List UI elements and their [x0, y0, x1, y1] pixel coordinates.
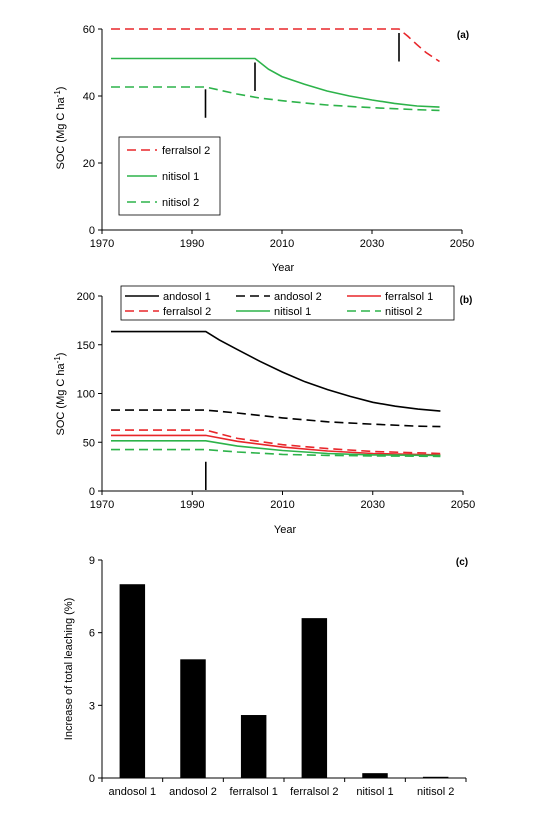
legend: ferralsol 2 nitisol 1 nitisol 2 — [118, 136, 221, 216]
legend-label: ferralsol 2 — [163, 306, 211, 318]
y-tick-label: 20 — [83, 158, 95, 170]
y-tick-label: 6 — [89, 628, 95, 640]
y-tick-label: 100 — [77, 389, 95, 401]
bar-andosol-1 — [119, 584, 146, 778]
y-axis-label: Increase of total leaching (%) — [63, 598, 75, 740]
bar-ferralsol-2 — [301, 618, 328, 778]
y-axis-label-text: SOC (Mg C ha — [55, 362, 67, 435]
y-tick-label: 40 — [83, 91, 95, 103]
legend-label: andosol 1 — [163, 291, 211, 303]
y-axis-label-close: ) — [55, 353, 67, 357]
legend-label: nitisol 1 — [274, 306, 311, 318]
axes-layer: 0 3 6 9 andosol 1 andosol 2 ferralsol 1 ferrals… — [89, 555, 467, 798]
x-tick-label: nitisol 1 — [356, 786, 393, 798]
y-tick-label: 0 — [89, 486, 95, 498]
markers-layer — [204, 33, 400, 118]
x-tick-label: 2010 — [270, 499, 294, 511]
y-tick-label: 60 — [83, 24, 95, 36]
bar-ferralsol-1 — [240, 715, 267, 778]
series-line-nitisol-1 — [111, 57, 440, 108]
legend-label: andosol 2 — [274, 291, 322, 303]
x-tick-label: ferralsol 1 — [230, 786, 278, 798]
x-tick-label: andosol 1 — [108, 786, 156, 798]
y-axis-label: SOC (Mg C ha-1) — [53, 353, 67, 436]
panel-label: (c) — [456, 557, 468, 568]
x-tick-label: 1990 — [180, 238, 204, 250]
axes-layer: 0 20 40 60 1970 1990 2010 2030 2050 — [83, 24, 474, 250]
series-line-andosol-1 — [111, 330, 441, 412]
legend-label: nitisol 1 — [162, 171, 199, 183]
y-axis-label-superscript: -1 — [53, 356, 62, 364]
chart-panel-a: 0 20 40 60 1970 1990 2010 2030 2050 ferralsol 2 n… — [53, 24, 474, 274]
series-line-nitisol-1 — [111, 439, 441, 457]
legend-label: nitisol 2 — [162, 197, 199, 209]
y-axis-label: SOC (Mg C ha-1) — [53, 87, 67, 170]
legend-label: nitisol 2 — [385, 306, 422, 318]
panel-label: (a) — [457, 30, 469, 41]
bar-nitisol-2 — [422, 776, 449, 778]
chart-panel-c: 0 3 6 9 andosol 1 andosol 2 ferralsol 1 ferrals… — [63, 555, 468, 798]
x-tick-label: 1990 — [180, 499, 204, 511]
bar-nitisol-1 — [362, 773, 388, 778]
x-tick-label: nitisol 2 — [417, 786, 454, 798]
y-axis-label-text: SOC (Mg C ha — [55, 96, 67, 169]
series-line-ferralsol-2 — [111, 429, 441, 455]
y-tick-label: 3 — [89, 700, 95, 712]
series-line-nitisol-2 — [111, 86, 440, 112]
bars-layer — [119, 584, 449, 778]
legend-label: ferralsol 1 — [385, 291, 433, 303]
series-layer — [111, 28, 440, 112]
legend-box — [120, 285, 455, 321]
series-line-ferralsol-1 — [111, 434, 441, 456]
series-line-nitisol-2 — [111, 448, 441, 458]
chart-panel-b: 0 50 100 150 200 1970 1990 2010 2030 2050 andosol… — [53, 285, 476, 536]
x-tick-label: ferralsol 2 — [290, 786, 338, 798]
y-tick-label: 50 — [83, 437, 95, 449]
x-tick-label: 1970 — [90, 499, 114, 511]
bar-andosol-2 — [180, 659, 206, 778]
axes-layer: 0 50 100 150 200 1970 1990 2010 2030 2050 — [77, 291, 476, 511]
x-tick-label: 2030 — [360, 238, 384, 250]
y-axis-label-superscript: -1 — [53, 90, 62, 98]
panel-label: (b) — [460, 295, 473, 306]
x-axis-label: Year — [272, 262, 295, 274]
x-tick-label: andosol 2 — [169, 786, 217, 798]
y-tick-label: 0 — [89, 773, 95, 785]
x-tick-label: 2030 — [361, 499, 385, 511]
y-tick-label: 200 — [77, 291, 95, 303]
legend-label: ferralsol 2 — [162, 145, 210, 157]
series-layer — [111, 330, 441, 458]
y-tick-label: 9 — [89, 555, 95, 567]
y-tick-label: 150 — [77, 340, 95, 352]
x-tick-label: 1970 — [90, 238, 114, 250]
y-axis-label-close: ) — [55, 87, 67, 91]
y-tick-label: 0 — [89, 225, 95, 237]
series-line-andosol-2 — [111, 409, 441, 428]
x-tick-label: 2050 — [451, 499, 475, 511]
legend: andosol 1 andosol 2 ferralsol 1 ferralsol 2… — [120, 285, 455, 321]
x-tick-label: 2010 — [270, 238, 294, 250]
series-line-ferralsol-2 — [111, 28, 440, 63]
x-tick-label: 2050 — [450, 238, 474, 250]
x-axis-label: Year — [274, 524, 297, 536]
